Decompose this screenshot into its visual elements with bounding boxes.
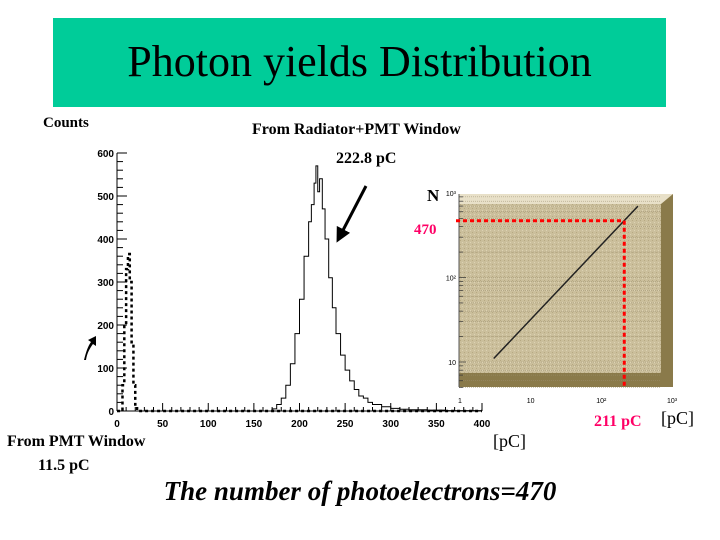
inset-bevel-top bbox=[459, 194, 673, 204]
x-tick-label: 100 bbox=[200, 419, 217, 430]
x-tick-label: 0 bbox=[114, 419, 120, 430]
inset-x-tick-label: 10² bbox=[596, 398, 607, 405]
conclusion-text: The number of photoelectrons=470 bbox=[163, 476, 557, 506]
inset-pc-value: 211 pC bbox=[594, 413, 642, 430]
y-tick-label: 300 bbox=[97, 278, 114, 289]
y-axis-label: Counts bbox=[43, 115, 89, 131]
y-tick-label: 400 bbox=[97, 235, 114, 246]
radiator-series bbox=[117, 165, 483, 412]
x-tick-label: 350 bbox=[428, 419, 445, 430]
inset-x-unit: [pC] bbox=[661, 408, 694, 428]
x-tick-label: 400 bbox=[474, 419, 491, 430]
main-x-unit: [pC] bbox=[493, 431, 526, 451]
inset-x-tick-label: 10³ bbox=[667, 398, 678, 405]
x-tick-label: 300 bbox=[382, 419, 399, 430]
radiator-value: 222.8 pC bbox=[336, 150, 397, 167]
inset-y-tick-label: 10² bbox=[446, 276, 457, 283]
radiator-label: From Radiator+PMT Window bbox=[252, 121, 461, 138]
inset-x-tick-label: 10 bbox=[527, 398, 535, 405]
y-tick-label: 600 bbox=[97, 149, 114, 160]
pmt-value: 11.5 pC bbox=[38, 457, 90, 474]
pmt-window-series bbox=[117, 252, 482, 413]
main-histogram-series bbox=[117, 165, 483, 413]
inset-y-tick-label: 10 bbox=[448, 360, 456, 367]
pmt-label: From PMT Window bbox=[7, 433, 146, 450]
x-tick-label: 50 bbox=[157, 419, 169, 430]
inset-calibration-line bbox=[493, 205, 639, 360]
main-histogram-axes: 0 100 200 300 400 500 600 0 50 100 150 200 250 300 350… bbox=[97, 149, 490, 430]
pmt-arrow-icon bbox=[84, 336, 96, 360]
inset-calibration-plot: 10 10² 10³ 1 10 10² 10³ bbox=[446, 191, 678, 405]
inset-n-value: 470 bbox=[414, 222, 437, 238]
inset-y-label: N bbox=[427, 186, 440, 205]
inset-x-tick-label: 1 bbox=[458, 398, 462, 405]
y-tick-label: 500 bbox=[97, 192, 114, 203]
y-tick-label: 100 bbox=[97, 364, 114, 375]
radiator-arrow-icon bbox=[336, 185, 368, 243]
title-banner: Photon yields Distribution bbox=[53, 18, 666, 107]
page-title: Photon yields Distribution bbox=[127, 37, 592, 86]
inset-y-tick-label: 10³ bbox=[446, 191, 457, 198]
y-tick-label: 200 bbox=[97, 321, 114, 332]
x-tick-label: 200 bbox=[291, 419, 308, 430]
y-tick-label: 0 bbox=[108, 407, 114, 418]
x-tick-label: 150 bbox=[246, 419, 263, 430]
x-tick-label: 250 bbox=[337, 419, 354, 430]
